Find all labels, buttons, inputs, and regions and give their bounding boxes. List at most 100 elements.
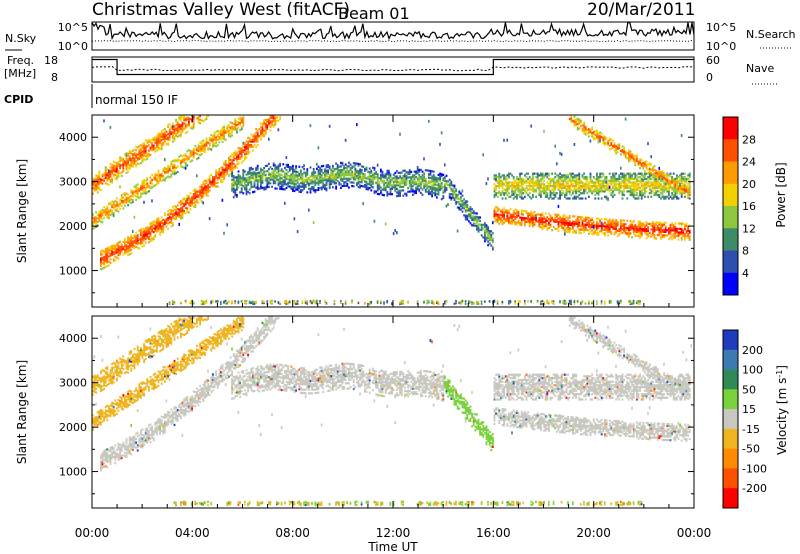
heatmap-cell xyxy=(133,246,136,249)
heatmap-cell xyxy=(484,300,486,303)
heatmap-cell xyxy=(229,132,232,135)
heatmap-cell xyxy=(570,115,573,118)
heatmap-cell xyxy=(106,175,109,178)
heatmap-cell xyxy=(380,168,382,171)
heatmap-cell xyxy=(504,190,507,193)
heatmap-cell xyxy=(208,138,211,141)
heatmap-cell xyxy=(138,229,141,232)
heatmap-cell xyxy=(605,137,608,140)
heatmap-cell xyxy=(608,230,611,234)
heatmap-cell xyxy=(143,154,145,157)
heatmap-cell xyxy=(588,183,590,186)
heatmap-cell xyxy=(620,230,622,233)
heatmap-cell xyxy=(279,117,281,120)
heatmap-cell xyxy=(372,166,374,169)
heatmap-cell xyxy=(536,176,539,179)
heatmap-cell xyxy=(610,231,613,234)
heatmap-cell xyxy=(279,187,281,190)
heatmap-cell xyxy=(191,198,193,201)
heatmap-cell xyxy=(554,195,557,198)
heatmap-cell xyxy=(151,223,153,226)
heatmap-cell xyxy=(365,184,368,187)
heatmap-cell xyxy=(354,171,357,174)
heatmap-cell xyxy=(144,144,147,147)
heatmap-cell xyxy=(541,174,544,177)
heatmap-cell xyxy=(416,168,419,171)
heatmap-cell xyxy=(119,163,121,166)
heatmap-cell xyxy=(527,221,529,224)
heatmap-cell xyxy=(575,222,577,225)
heatmap-cell xyxy=(101,258,104,261)
heatmap-cell xyxy=(260,183,262,186)
heatmap-cell xyxy=(605,230,608,233)
heatmap-cell xyxy=(336,165,339,168)
nsky-panel-frame xyxy=(91,21,695,51)
heatmap-cell xyxy=(100,250,102,253)
heatmap-cell xyxy=(548,221,550,224)
heatmap-cell xyxy=(559,151,561,155)
heatmap-cell xyxy=(408,183,411,186)
heatmap-cell xyxy=(448,184,451,187)
heatmap-cell xyxy=(456,195,459,198)
heatmap-cell xyxy=(615,226,617,229)
heatmap-cell xyxy=(309,166,312,169)
heatmap-cell xyxy=(575,120,577,123)
heatmap-cell xyxy=(199,194,201,197)
heatmap-cell xyxy=(149,222,152,225)
heatmap-cell xyxy=(578,223,581,226)
heatmap-cell xyxy=(573,124,576,127)
heatmap-cell xyxy=(213,183,216,186)
heatmap-cell xyxy=(509,220,512,223)
heatmap-cell xyxy=(359,173,361,177)
heatmap-cell xyxy=(280,182,283,185)
heatmap-cell xyxy=(188,119,190,122)
heatmap-cell xyxy=(567,174,569,177)
heatmap-cell xyxy=(264,186,267,189)
heatmap-cell xyxy=(421,174,424,177)
heatmap-cell xyxy=(274,166,277,169)
heatmap-cell xyxy=(488,231,491,234)
heatmap-cell xyxy=(519,190,521,193)
heatmap-cell xyxy=(172,170,174,173)
heatmap-cell xyxy=(460,199,462,202)
heatmap-cell xyxy=(162,224,165,227)
heatmap-cell xyxy=(244,177,246,181)
heatmap-cell xyxy=(178,215,181,218)
heatmap-cell xyxy=(119,207,121,210)
heatmap-cell xyxy=(156,228,158,231)
heatmap-cell xyxy=(132,156,134,159)
heatmap-cell xyxy=(112,160,115,163)
heatmap-cell xyxy=(368,176,371,179)
heatmap-cell xyxy=(173,158,176,161)
heatmap-cell xyxy=(239,118,241,121)
heatmap-cell xyxy=(380,170,382,173)
heatmap-cell xyxy=(532,183,534,186)
heatmap-cell xyxy=(231,178,233,181)
heatmap-cell xyxy=(234,127,237,130)
heatmap-cell xyxy=(183,166,185,169)
heatmap-cell xyxy=(581,185,584,188)
heatmap-cell xyxy=(274,116,277,119)
heatmap-cell xyxy=(343,177,345,180)
heatmap-cell xyxy=(108,264,110,267)
heatmap-cell xyxy=(202,182,205,186)
heatmap-cell xyxy=(378,186,381,189)
heatmap-cell xyxy=(159,224,161,227)
heatmap-cell xyxy=(215,130,217,134)
heatmap-cell xyxy=(548,212,550,215)
heatmap-cell xyxy=(455,200,457,203)
heatmap-cell xyxy=(288,169,291,172)
heatmap-cell xyxy=(184,212,187,215)
heatmap-cell xyxy=(325,301,328,304)
heatmap-cell xyxy=(416,183,419,186)
heatmap-cell xyxy=(420,177,422,180)
heatmap-cell xyxy=(200,184,203,187)
heatmap-cell xyxy=(463,205,465,208)
heatmap-cell xyxy=(119,165,121,168)
heatmap-cell xyxy=(157,218,160,221)
heatmap-cell xyxy=(109,180,112,183)
heatmap-cell xyxy=(242,149,245,152)
heatmap-cell xyxy=(242,119,245,122)
heatmap-cell xyxy=(143,228,145,231)
heatmap-cell xyxy=(437,182,440,185)
